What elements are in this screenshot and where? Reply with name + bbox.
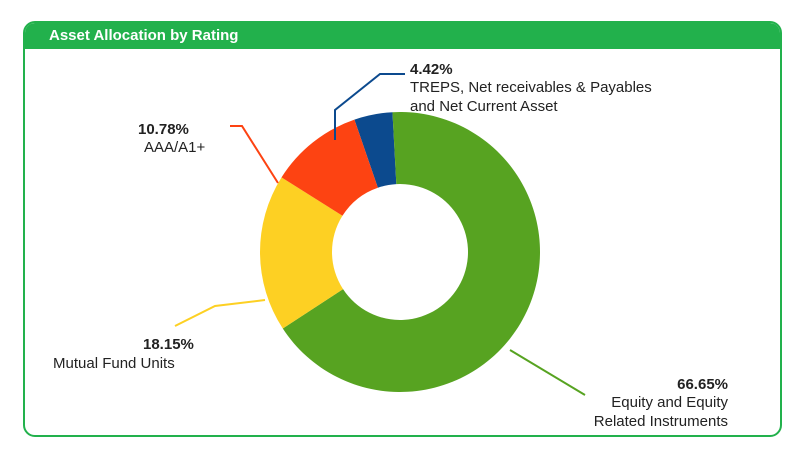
panel-header: Asset Allocation by Rating <box>25 23 780 49</box>
leader-line <box>230 125 279 184</box>
slice-name-label: AAA/A1+ <box>144 139 206 156</box>
donut-slice <box>260 177 344 329</box>
slice-pct-label: 18.15% <box>143 336 194 353</box>
leader-line <box>509 349 586 396</box>
slice-pct-label: 4.42% <box>410 61 453 78</box>
label-group-treps: 4.42% TREPS, Net receivables & Payables … <box>410 61 652 115</box>
label-group-mutual: 18.15% Mutual Fund Units <box>53 336 194 372</box>
panel-title: Asset Allocation by Rating <box>49 27 239 44</box>
label-group-aaa: 10.78% AAA/A1+ <box>138 121 206 156</box>
donut-slice <box>354 112 397 188</box>
slice-name-label: Mutual Fund Units <box>53 355 175 372</box>
slice-pct-label: 66.65% <box>677 376 728 393</box>
donut-slice <box>282 112 540 392</box>
slice-name-label: and Net Current Asset <box>410 98 558 115</box>
label-group-equity: 66.65% Equity and Equity Related Instrum… <box>594 376 729 430</box>
donut-slices <box>260 112 540 392</box>
leader-line <box>174 299 266 327</box>
donut-slice <box>281 119 378 216</box>
leader-lines <box>174 73 586 396</box>
slice-name-label: TREPS, Net receivables & Payables <box>410 79 652 96</box>
leader-line <box>334 73 405 140</box>
slice-name-label: Equity and Equity <box>611 394 728 411</box>
chart-panel: Asset Allocation by Rating <box>23 21 782 437</box>
slice-name-label: Related Instruments <box>594 413 728 430</box>
slice-pct-label: 10.78% <box>138 121 189 138</box>
